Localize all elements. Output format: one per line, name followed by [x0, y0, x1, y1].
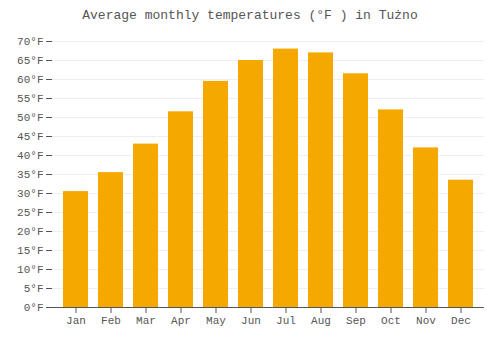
- svg-text:25°F: 25°F: [17, 207, 43, 219]
- svg-text:Sep: Sep: [346, 315, 366, 327]
- svg-text:20°F: 20°F: [17, 226, 43, 238]
- svg-text:Aug: Aug: [311, 315, 331, 327]
- svg-text:Nov: Nov: [416, 315, 436, 327]
- svg-text:5°F: 5°F: [24, 283, 44, 295]
- svg-text:50°F: 50°F: [17, 112, 43, 124]
- svg-text:Jan: Jan: [66, 315, 86, 327]
- svg-text:65°F: 65°F: [17, 55, 43, 67]
- svg-text:70°F: 70°F: [17, 36, 43, 48]
- svg-text:Feb: Feb: [101, 315, 121, 327]
- svg-text:40°F: 40°F: [17, 150, 43, 162]
- html-text:Average monthly temperatures (: Average monthly temperatures (°F ) in Tu…: [82, 8, 418, 23]
- svg-text:30°F: 30°F: [17, 188, 43, 200]
- svg-text:Mar: Mar: [136, 315, 156, 327]
- svg-text:Dec: Dec: [451, 315, 471, 327]
- svg-text:Oct: Oct: [381, 315, 401, 327]
- svg-text:60°F: 60°F: [17, 74, 43, 86]
- svg-text:0°F: 0°F: [24, 302, 44, 314]
- svg-text:Apr: Apr: [171, 315, 191, 327]
- svg-text:Jun: Jun: [241, 315, 261, 327]
- svg-text:15°F: 15°F: [17, 245, 43, 257]
- svg-text:10°F: 10°F: [17, 264, 43, 276]
- svg-text:55°F: 55°F: [17, 93, 43, 105]
- svg-text:35°F: 35°F: [17, 169, 43, 181]
- svg-text:Jul: Jul: [276, 315, 296, 327]
- svg-text:May: May: [206, 315, 226, 327]
- svg-text:45°F: 45°F: [17, 131, 43, 143]
